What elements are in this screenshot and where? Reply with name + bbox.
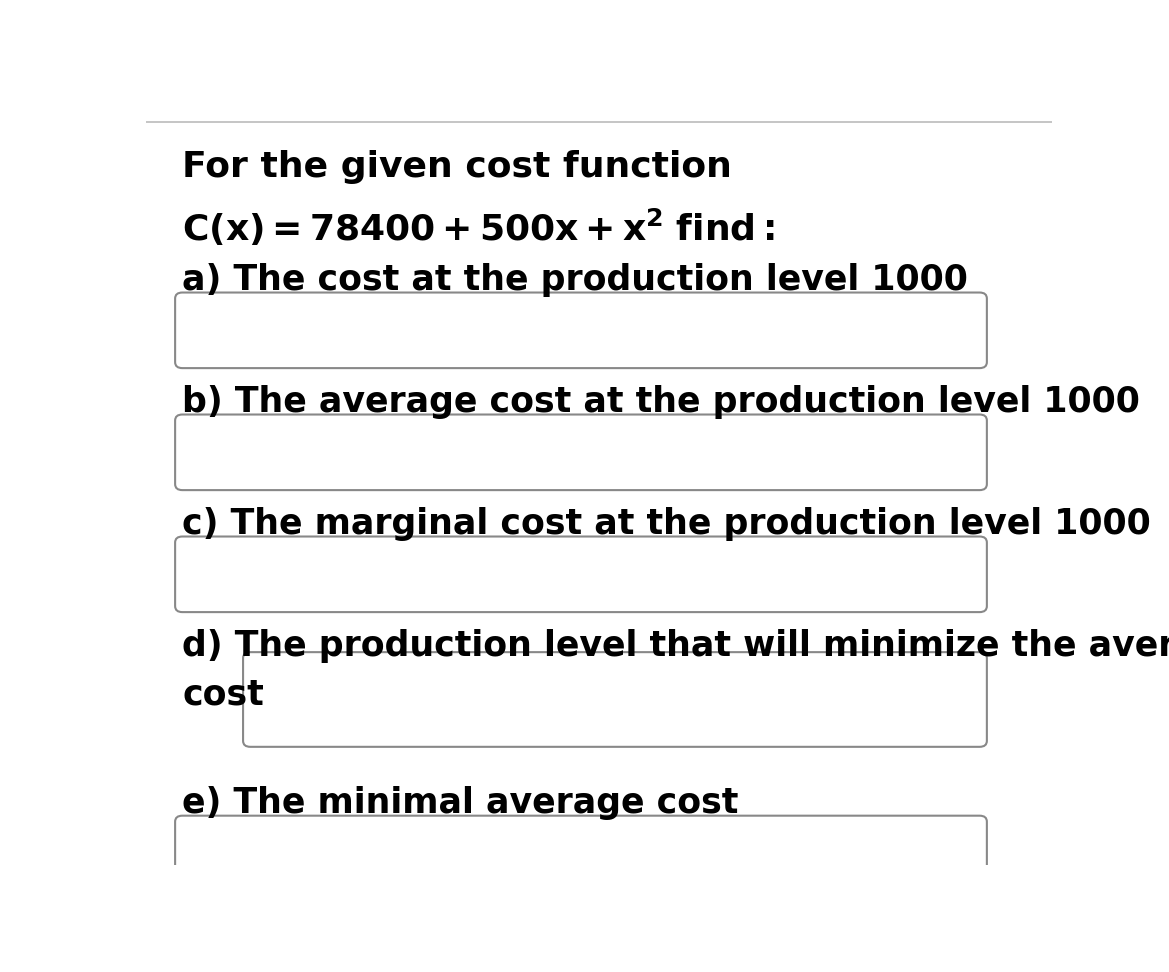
- Text: d) The production level that will minimize the average: d) The production level that will minimi…: [182, 629, 1169, 663]
- Text: b) The average cost at the production level 1000: b) The average cost at the production le…: [182, 385, 1140, 419]
- FancyBboxPatch shape: [175, 816, 987, 891]
- FancyBboxPatch shape: [175, 537, 987, 612]
- FancyBboxPatch shape: [243, 652, 987, 746]
- Text: e) The minimal average cost: e) The minimal average cost: [182, 785, 739, 819]
- Text: cost: cost: [182, 677, 264, 712]
- Text: a) The cost at the production level 1000: a) The cost at the production level 1000: [182, 262, 968, 296]
- Text: c) The marginal cost at the production level 1000: c) The marginal cost at the production l…: [182, 506, 1151, 540]
- Text: $\mathbf{C(x) = 78400 + 500x + x^2}$ $\mathbf{find:}$: $\mathbf{C(x) = 78400 + 500x + x^2}$ $\m…: [182, 206, 775, 248]
- FancyBboxPatch shape: [175, 414, 987, 490]
- Text: For the given cost function: For the given cost function: [182, 151, 732, 185]
- FancyBboxPatch shape: [175, 293, 987, 368]
